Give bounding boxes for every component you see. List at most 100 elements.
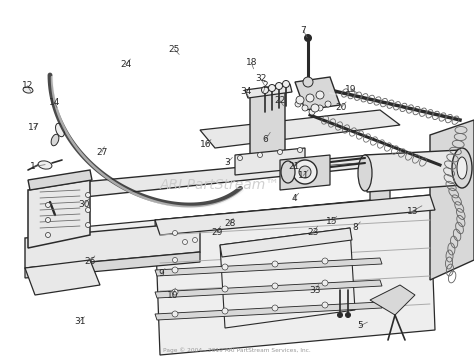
Circle shape bbox=[172, 267, 178, 273]
Text: ARI PartStream™: ARI PartStream™ bbox=[160, 178, 280, 192]
Circle shape bbox=[222, 308, 228, 314]
Polygon shape bbox=[50, 200, 390, 240]
Text: 19: 19 bbox=[345, 85, 356, 94]
Circle shape bbox=[272, 261, 278, 267]
Circle shape bbox=[303, 77, 313, 87]
Text: 16: 16 bbox=[201, 140, 212, 150]
Text: 28: 28 bbox=[224, 219, 236, 228]
Text: 21: 21 bbox=[288, 162, 300, 171]
Polygon shape bbox=[235, 148, 305, 175]
Text: 14: 14 bbox=[49, 97, 60, 107]
Text: 20: 20 bbox=[336, 103, 347, 112]
Text: 34: 34 bbox=[240, 87, 251, 96]
Circle shape bbox=[46, 203, 51, 208]
Polygon shape bbox=[50, 155, 390, 198]
Ellipse shape bbox=[23, 87, 33, 93]
Circle shape bbox=[172, 311, 178, 317]
Circle shape bbox=[275, 82, 283, 90]
Polygon shape bbox=[155, 302, 382, 320]
Polygon shape bbox=[245, 84, 292, 98]
Text: 4: 4 bbox=[291, 194, 297, 203]
Circle shape bbox=[346, 313, 350, 318]
Text: 27: 27 bbox=[96, 147, 108, 157]
Polygon shape bbox=[25, 222, 200, 268]
Text: 32: 32 bbox=[255, 74, 266, 83]
Polygon shape bbox=[28, 170, 92, 190]
Text: 18: 18 bbox=[246, 58, 257, 67]
Text: 2: 2 bbox=[263, 81, 268, 91]
Circle shape bbox=[237, 155, 243, 160]
Circle shape bbox=[173, 231, 177, 236]
Text: 23: 23 bbox=[307, 228, 319, 237]
Text: 29: 29 bbox=[211, 228, 223, 237]
Circle shape bbox=[222, 286, 228, 292]
Polygon shape bbox=[370, 285, 415, 315]
Ellipse shape bbox=[38, 161, 52, 169]
Text: 26: 26 bbox=[84, 257, 96, 266]
Circle shape bbox=[272, 305, 278, 311]
Circle shape bbox=[325, 101, 331, 107]
Text: 7: 7 bbox=[301, 26, 306, 35]
Circle shape bbox=[304, 34, 311, 42]
Circle shape bbox=[322, 302, 328, 308]
Circle shape bbox=[268, 84, 275, 92]
Polygon shape bbox=[295, 77, 340, 110]
Circle shape bbox=[272, 283, 278, 289]
Text: Page © 2004 - 2019 ARI PartStream Services, Inc.: Page © 2004 - 2019 ARI PartStream Servic… bbox=[163, 347, 311, 353]
Circle shape bbox=[316, 91, 324, 99]
Text: 22: 22 bbox=[274, 96, 285, 105]
Text: 5: 5 bbox=[357, 321, 363, 330]
Text: 15: 15 bbox=[326, 217, 337, 227]
Circle shape bbox=[302, 105, 308, 111]
Circle shape bbox=[337, 313, 343, 318]
Circle shape bbox=[283, 81, 290, 87]
Ellipse shape bbox=[281, 161, 295, 183]
Text: 3: 3 bbox=[225, 158, 230, 168]
Polygon shape bbox=[365, 150, 462, 192]
Circle shape bbox=[172, 289, 178, 295]
Circle shape bbox=[322, 258, 328, 264]
Circle shape bbox=[222, 264, 228, 270]
Polygon shape bbox=[220, 228, 355, 328]
Ellipse shape bbox=[358, 155, 372, 191]
Text: 11: 11 bbox=[298, 171, 309, 180]
Circle shape bbox=[306, 94, 314, 102]
Circle shape bbox=[257, 153, 263, 158]
Text: 17: 17 bbox=[28, 123, 40, 132]
Text: 13: 13 bbox=[407, 207, 418, 216]
Polygon shape bbox=[250, 90, 285, 162]
Polygon shape bbox=[430, 120, 474, 280]
Circle shape bbox=[182, 240, 188, 245]
Polygon shape bbox=[200, 110, 400, 148]
Circle shape bbox=[317, 105, 323, 111]
Circle shape bbox=[192, 237, 198, 242]
Text: 24: 24 bbox=[120, 60, 131, 69]
Circle shape bbox=[311, 104, 319, 112]
Text: 12: 12 bbox=[22, 81, 33, 91]
Polygon shape bbox=[370, 155, 390, 210]
Polygon shape bbox=[155, 195, 435, 355]
Text: 25: 25 bbox=[169, 45, 180, 54]
Circle shape bbox=[85, 193, 91, 198]
Polygon shape bbox=[220, 228, 352, 257]
Circle shape bbox=[85, 223, 91, 227]
Circle shape bbox=[85, 208, 91, 213]
Circle shape bbox=[296, 96, 304, 104]
Polygon shape bbox=[25, 260, 100, 295]
Text: 9: 9 bbox=[158, 269, 164, 279]
Text: 30: 30 bbox=[79, 199, 90, 209]
Text: 6: 6 bbox=[263, 135, 268, 144]
Text: 1: 1 bbox=[30, 162, 36, 171]
Polygon shape bbox=[50, 185, 75, 240]
Circle shape bbox=[277, 150, 283, 155]
Ellipse shape bbox=[452, 148, 472, 188]
Text: 31: 31 bbox=[74, 317, 85, 326]
Ellipse shape bbox=[55, 123, 64, 137]
Circle shape bbox=[299, 166, 311, 178]
Circle shape bbox=[322, 280, 328, 286]
Circle shape bbox=[46, 218, 51, 223]
Circle shape bbox=[46, 232, 51, 237]
Text: 33: 33 bbox=[310, 286, 321, 295]
Text: 8: 8 bbox=[353, 223, 358, 232]
Ellipse shape bbox=[51, 134, 59, 146]
